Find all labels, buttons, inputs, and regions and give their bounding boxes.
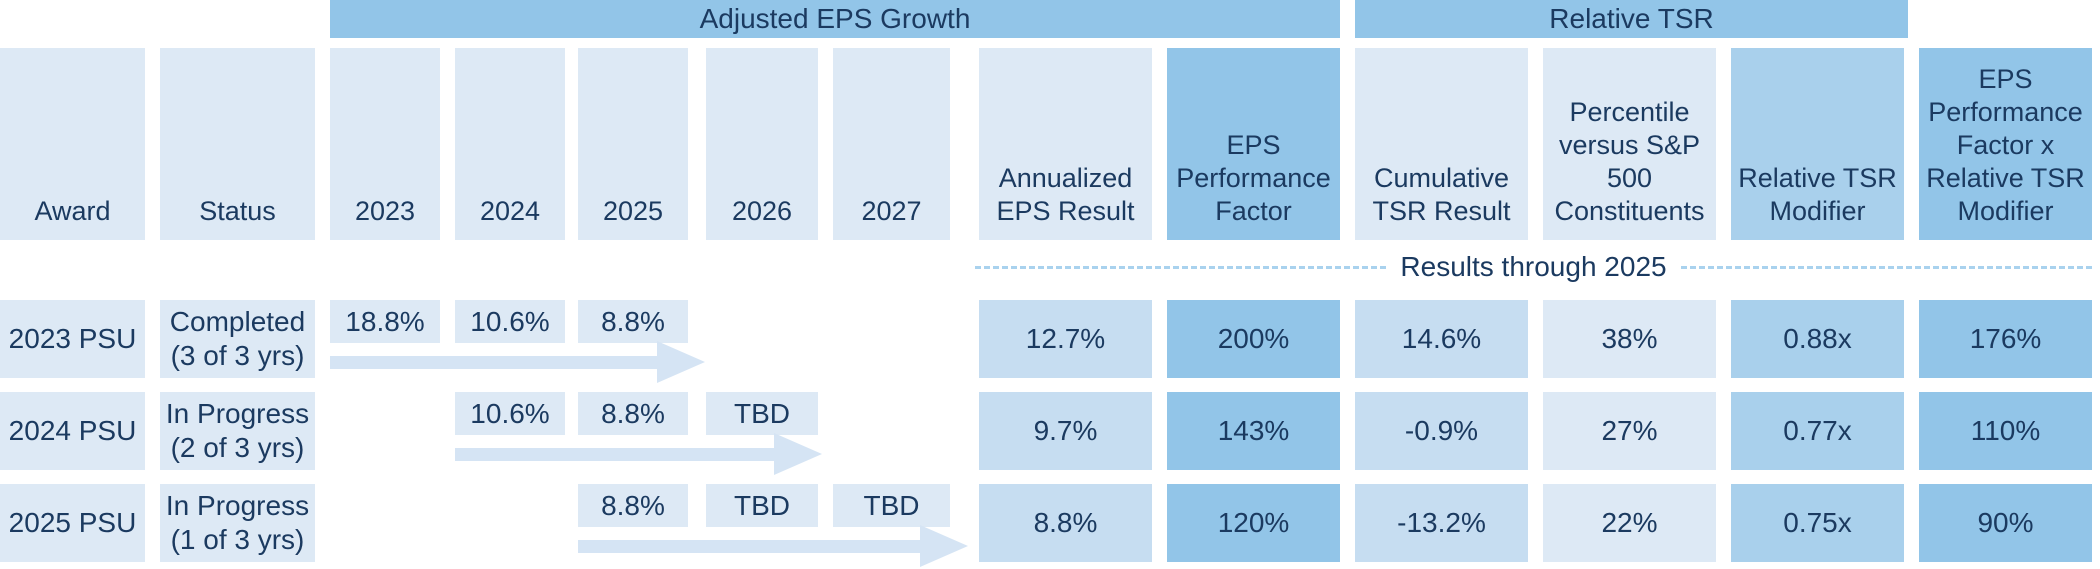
cell-2024psu-percentile: 27%	[1543, 392, 1716, 470]
cell-2024psu-annualized-eps: 9.7%	[979, 392, 1152, 470]
column-header-2023: 2023	[330, 48, 440, 240]
arrow-shaft	[330, 355, 657, 369]
cell-2023psu-annualized-eps: 12.7%	[979, 300, 1152, 378]
cell-2025psu-tsr-modifier: 0.75x	[1731, 484, 1904, 562]
cell-2023psu-year2023: 18.8%	[330, 300, 440, 343]
column-header-percentile-vs-sp500: Percentile versus S&P 500 Constituents	[1543, 48, 1716, 240]
timeline-arrow-2024-2026	[455, 433, 822, 475]
column-header-relative-tsr-modifier: Relative TSR Modifier	[1731, 48, 1904, 240]
cell-2023psu-year2024: 10.6%	[455, 300, 565, 343]
cell-2025psu-percentile: 22%	[1543, 484, 1716, 562]
arrow-head-icon	[920, 525, 968, 567]
timeline-arrow-2025-2027	[578, 525, 968, 567]
cell-award-2024psu: 2024 PSU	[0, 392, 145, 470]
cell-2024psu-cumulative-tsr: -0.9%	[1355, 392, 1528, 470]
cell-2024psu-year2026: TBD	[706, 392, 818, 435]
cell-status-2024psu: In Progress (2 of 3 yrs)	[160, 392, 315, 470]
cell-status-2023psu: Completed (3 of 3 yrs)	[160, 300, 315, 378]
arrow-shaft	[455, 447, 774, 461]
divider-dash-left	[975, 265, 1387, 269]
cell-2024psu-tsr-modifier: 0.77x	[1731, 392, 1904, 470]
column-header-annualized-eps-result: Annualized EPS Result	[979, 48, 1152, 240]
cell-2023psu-eps-factor: 200%	[1167, 300, 1340, 378]
column-header-cumulative-tsr-result: Cumulative TSR Result	[1355, 48, 1528, 240]
divider-label: Results through 2025	[1400, 251, 1667, 282]
group-band-adjusted-eps-growth: Adjusted EPS Growth	[330, 0, 1340, 38]
cell-2024psu-product: 110%	[1919, 392, 2092, 470]
cell-2023psu-tsr-modifier: 0.88x	[1731, 300, 1904, 378]
cell-2023psu-percentile: 38%	[1543, 300, 1716, 378]
cell-award-2025psu: 2025 PSU	[0, 484, 145, 562]
column-header-eps-performance-factor: EPS Performance Factor	[1167, 48, 1340, 240]
arrow-head-icon	[774, 433, 822, 475]
cell-2025psu-eps-factor: 120%	[1167, 484, 1340, 562]
group-band-relative-tsr: Relative TSR	[1355, 0, 1908, 38]
cell-2023psu-product: 176%	[1919, 300, 2092, 378]
cell-2025psu-annualized-eps: 8.8%	[979, 484, 1152, 562]
arrow-shaft	[578, 539, 920, 553]
results-divider: Results through 2025	[975, 250, 2092, 284]
cell-2024psu-year2025: 8.8%	[578, 392, 688, 435]
cell-award-2023psu: 2023 PSU	[0, 300, 145, 378]
cell-status-2025psu: In Progress (1 of 3 yrs)	[160, 484, 315, 562]
cell-2023psu-year2025: 8.8%	[578, 300, 688, 343]
cell-2025psu-year2025: 8.8%	[578, 484, 688, 527]
cell-2024psu-year2024: 10.6%	[455, 392, 565, 435]
cell-2025psu-product: 90%	[1919, 484, 2092, 562]
column-header-award: Award	[0, 48, 145, 240]
column-header-2024: 2024	[455, 48, 565, 240]
divider-dash-right	[1680, 265, 2092, 269]
cell-2025psu-year2027: TBD	[833, 484, 950, 527]
timeline-arrow-2023-2025	[330, 341, 705, 383]
cell-2024psu-eps-factor: 143%	[1167, 392, 1340, 470]
column-header-2025: 2025	[578, 48, 688, 240]
column-header-eps-factor-x-tsr-modifier: EPS Performance Factor x Relative TSR Mo…	[1919, 48, 2092, 240]
column-header-status: Status	[160, 48, 315, 240]
column-header-2026: 2026	[706, 48, 818, 240]
column-header-2027: 2027	[833, 48, 950, 240]
arrow-head-icon	[657, 341, 705, 383]
cell-2025psu-year2026: TBD	[706, 484, 818, 527]
cell-2023psu-cumulative-tsr: 14.6%	[1355, 300, 1528, 378]
cell-2025psu-cumulative-tsr: -13.2%	[1355, 484, 1528, 562]
